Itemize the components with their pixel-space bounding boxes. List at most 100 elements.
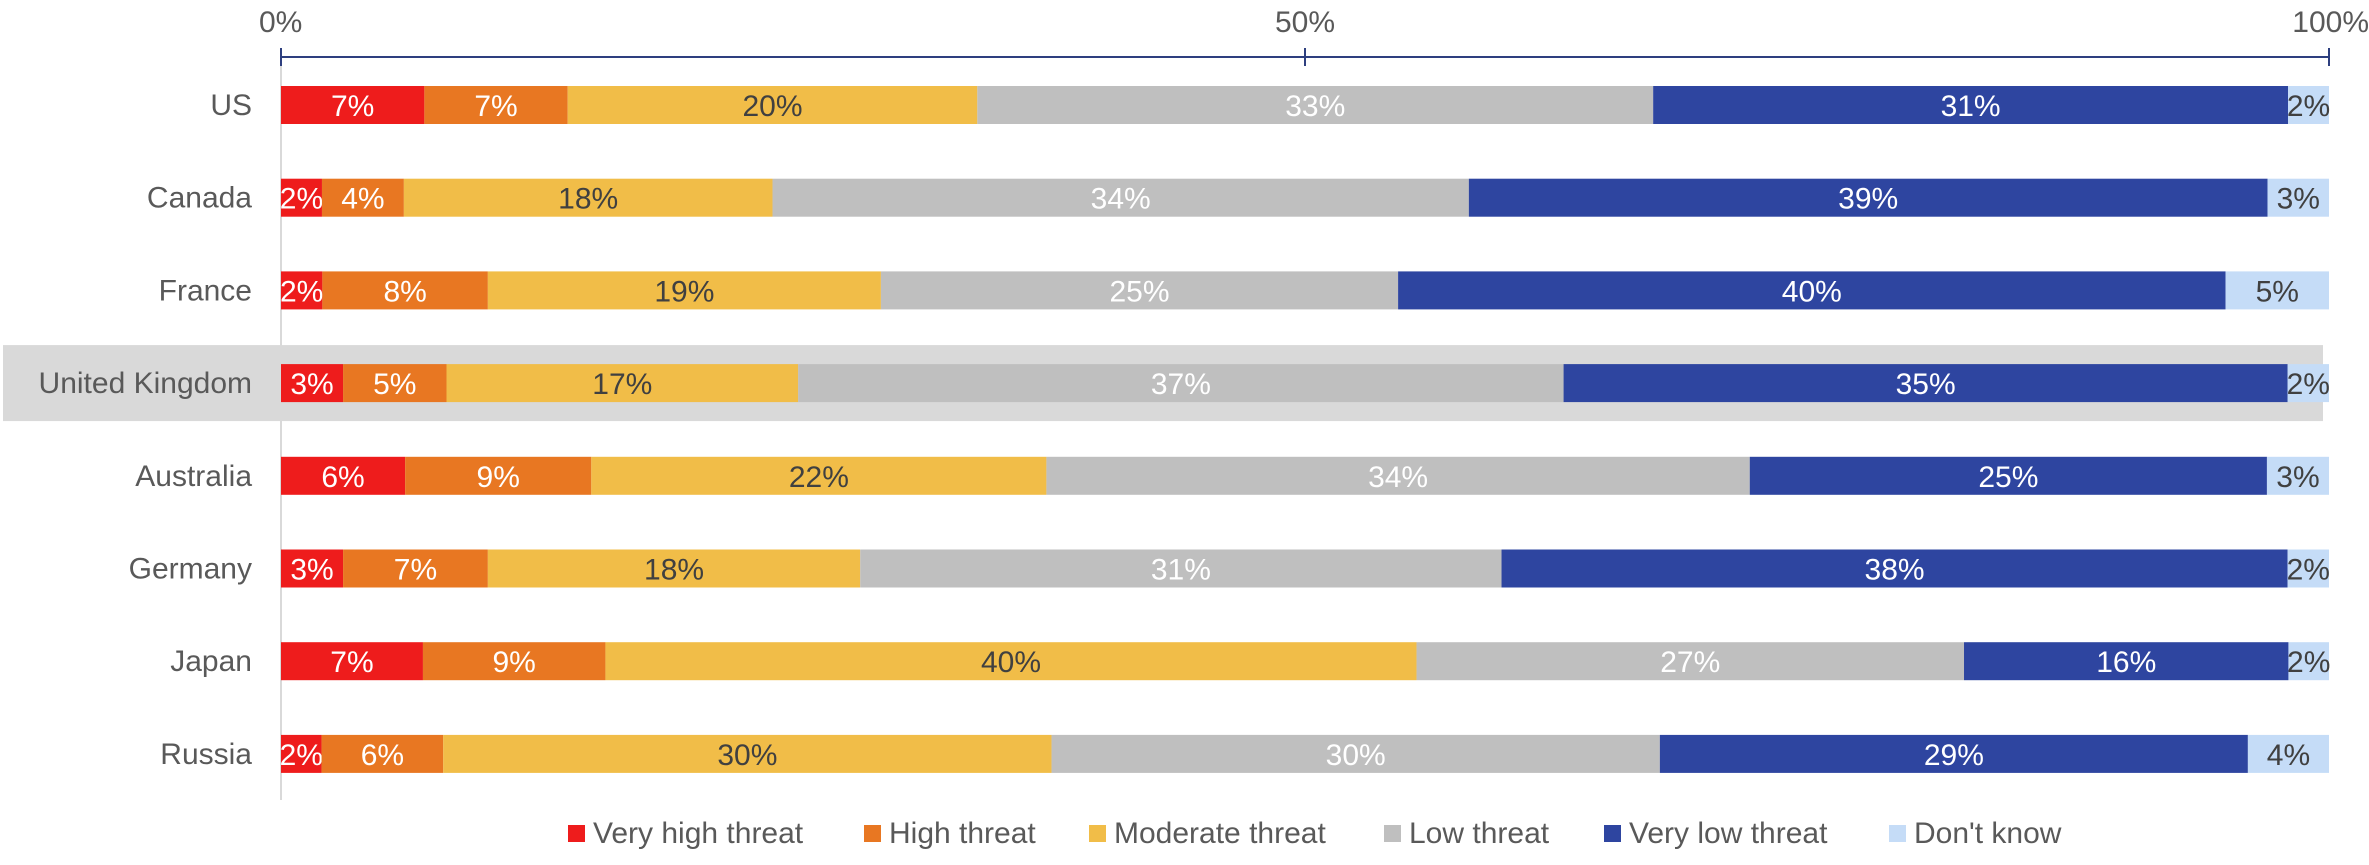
data-label: 30% [717, 739, 777, 772]
data-label: 2% [280, 739, 323, 772]
bar-segment [2287, 549, 2329, 588]
data-label: 4% [2267, 739, 2310, 772]
bar-segment [2287, 364, 2329, 403]
data-label: 6% [321, 461, 364, 494]
data-label: 18% [558, 183, 618, 216]
x-axis: 0% 50% 100% [259, 6, 2369, 800]
bar-segment [2288, 86, 2329, 124]
bar-segment [343, 549, 488, 588]
bars: 7% 7% 20% 33% 31% 2% 2% 4% 18% 34% 39% 3% 2% 8% 19% 25%… [280, 86, 2330, 773]
bar-segment [281, 86, 425, 124]
data-label: 9% [493, 646, 536, 679]
data-label: 4% [341, 183, 384, 216]
data-label: 5% [373, 368, 416, 401]
category-label: Canada [147, 182, 252, 215]
legend-swatch [1384, 825, 1401, 842]
bar-segment [281, 642, 423, 681]
legend-label: Don't know [1914, 817, 2062, 850]
data-label: 20% [742, 90, 802, 123]
bar-segment [281, 178, 322, 217]
data-label: 2% [2287, 368, 2330, 401]
bar-segment [405, 456, 592, 495]
bar-segment [343, 364, 447, 403]
data-label: 19% [654, 275, 714, 308]
data-label: 34% [1368, 461, 1428, 494]
category-label: Russia [160, 738, 252, 771]
bar-segment [772, 178, 1469, 217]
data-label: 33% [1285, 90, 1345, 123]
data-label: 40% [981, 646, 1041, 679]
bar-segment [2266, 456, 2329, 495]
category-label: Australia [135, 460, 252, 493]
bar-segment [424, 86, 568, 124]
legend: Very high threat High threat Moderate thre… [568, 817, 2062, 850]
data-label: 22% [789, 461, 849, 494]
data-label: 30% [1326, 739, 1386, 772]
legend-label: Very low threat [1629, 817, 1828, 850]
bar-segment [281, 364, 344, 403]
data-label: 31% [1151, 554, 1211, 587]
bar-segment [1051, 734, 1660, 773]
data-label: 2% [2287, 90, 2330, 123]
data-label: 3% [290, 368, 333, 401]
data-label: 27% [1660, 646, 1720, 679]
bar-segment [2288, 642, 2329, 681]
legend-swatch [864, 825, 881, 842]
data-label: 9% [477, 461, 520, 494]
bar-segment [1501, 549, 2288, 588]
data-label: 5% [2256, 275, 2299, 308]
data-label: 8% [383, 275, 426, 308]
bar-segment [1398, 271, 2226, 310]
legend-label: Low threat [1409, 817, 1550, 850]
category-label: Japan [170, 645, 252, 678]
legend-swatch [1889, 825, 1906, 842]
bar-segment [1749, 456, 2267, 495]
data-label: 35% [1896, 368, 1956, 401]
bar-segment [443, 734, 1052, 773]
bar-segment [798, 364, 1564, 403]
bar-segment [321, 178, 404, 217]
data-label: 3% [2277, 183, 2320, 216]
bar-segment [322, 271, 488, 310]
legend-swatch [568, 825, 585, 842]
legend-label: Very high threat [593, 817, 804, 850]
bar-segment [880, 271, 1399, 310]
bar-segment [403, 178, 773, 217]
data-label: 6% [361, 739, 404, 772]
data-label: 39% [1838, 183, 1898, 216]
category-label: Germany [129, 553, 252, 586]
data-label: 2% [280, 275, 323, 308]
category-label: United Kingdom [39, 367, 252, 400]
legend-label: Moderate threat [1114, 817, 1326, 850]
bar-segment [1653, 86, 2289, 124]
bar-segment [1563, 364, 2288, 403]
x-tick-label: 100% [2292, 6, 2369, 39]
data-label: 34% [1091, 183, 1151, 216]
bar-segment [860, 549, 1502, 588]
legend-swatch [1089, 825, 1106, 842]
bar-segment [1964, 642, 2289, 681]
bar-segment [1468, 178, 2268, 217]
data-label: 2% [2287, 554, 2330, 587]
data-label: 7% [394, 554, 437, 587]
data-label: 16% [2096, 646, 2156, 679]
data-label: 7% [474, 90, 517, 123]
data-label: 7% [330, 646, 373, 679]
category-labels: US Canada France United Kingdom Australia Ger… [39, 89, 253, 771]
x-tick-label: 50% [1275, 6, 1335, 39]
data-label: 7% [331, 90, 374, 123]
category-label: US [210, 89, 252, 122]
bar-segment [591, 456, 1047, 495]
data-label: 25% [1109, 275, 1169, 308]
bar-segment [2225, 271, 2329, 310]
bar-segment [2267, 178, 2329, 217]
bar-segment [281, 549, 344, 588]
bar-segment [321, 734, 444, 773]
legend-swatch [1604, 825, 1621, 842]
bar-segment [281, 456, 406, 495]
bar-segment [281, 734, 322, 773]
data-label: 31% [1941, 90, 2001, 123]
bar-segment [1659, 734, 2248, 773]
bar-segment [2247, 734, 2329, 773]
